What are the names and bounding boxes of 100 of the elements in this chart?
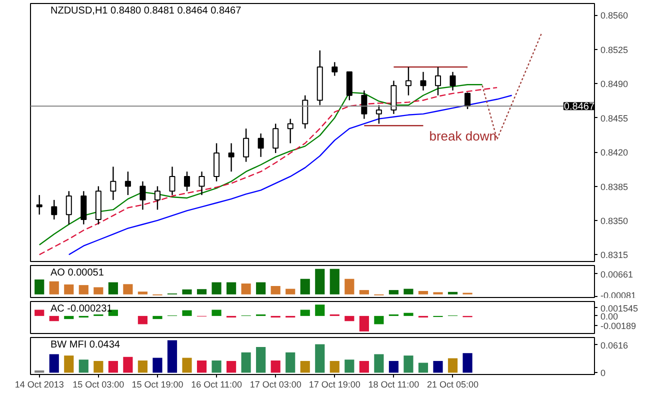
bar — [182, 310, 192, 316]
series-label: break down — [429, 128, 496, 144]
bar — [226, 360, 236, 373]
bar — [374, 354, 384, 373]
bar — [152, 358, 162, 373]
bar — [78, 360, 88, 373]
bar — [94, 360, 104, 373]
bar — [94, 287, 104, 294]
y-tick-label: 0.8560 — [600, 10, 628, 21]
bar — [182, 358, 192, 373]
bar — [241, 284, 251, 294]
ref-line-label: 0.8467 — [564, 102, 595, 113]
bar — [64, 356, 74, 373]
y-tick-label: 0 — [600, 368, 606, 378]
bar — [315, 304, 325, 316]
candlestick — [434, 66, 442, 96]
y-tick-label: -0.00189 — [600, 321, 636, 332]
bar — [388, 290, 399, 294]
candlestick — [450, 71, 456, 92]
chart-title: AO 0.00051 — [50, 268, 104, 278]
bar — [256, 282, 266, 294]
bar — [462, 353, 472, 373]
x-tick-label: 15 Oct 03:00 — [72, 380, 124, 390]
bar — [300, 310, 310, 316]
bar — [300, 360, 310, 373]
bar — [34, 310, 44, 316]
bar — [64, 284, 74, 294]
bar — [138, 360, 148, 373]
candlestick — [110, 166, 116, 201]
bar — [286, 352, 296, 373]
bar — [49, 281, 59, 294]
bar — [433, 360, 443, 373]
bar — [330, 268, 340, 294]
x-tick-label: 18 Oct 11:00 — [368, 380, 420, 390]
bar — [64, 316, 74, 320]
bar — [404, 356, 414, 373]
bar — [315, 268, 325, 294]
y-tick-label: 0.00661 — [600, 269, 634, 280]
candlestick — [214, 142, 220, 182]
bar — [138, 316, 148, 324]
candlestick — [258, 132, 264, 158]
bar — [359, 290, 369, 294]
bar — [241, 352, 251, 373]
bar — [256, 346, 266, 373]
x-tick-label: 17 Oct 19:00 — [308, 380, 360, 390]
bar — [212, 360, 222, 373]
candlestick — [346, 71, 352, 101]
bar — [226, 282, 236, 294]
bar — [344, 278, 354, 294]
bar — [196, 289, 207, 294]
bar — [270, 360, 280, 373]
candlestick — [169, 166, 176, 196]
bar — [270, 286, 280, 294]
candlestick — [361, 90, 368, 120]
candlestick — [302, 94, 308, 130]
y-tick-label: 0.8420 — [600, 148, 628, 158]
bar — [212, 282, 222, 294]
chart-title: BW MFI 0.0434 — [50, 340, 120, 350]
bar — [167, 340, 178, 373]
bar — [418, 290, 428, 294]
bar — [359, 316, 369, 332]
bar — [108, 360, 118, 373]
bar — [182, 289, 192, 294]
y-tick-label: 0.00 — [600, 311, 618, 322]
x-tick-label: 14 Oct 2013 — [14, 380, 64, 390]
bar — [344, 316, 354, 322]
bar — [404, 288, 414, 294]
candlestick — [51, 199, 58, 220]
bar — [286, 288, 296, 294]
bar — [404, 312, 414, 316]
y-tick-label: 0.8315 — [600, 250, 628, 260]
bar — [78, 285, 88, 294]
bar — [49, 354, 59, 373]
bar — [123, 356, 133, 373]
bar — [344, 360, 354, 373]
bar — [108, 282, 118, 294]
y-tick-label: 0.8350 — [600, 216, 628, 226]
candlestick — [124, 170, 131, 196]
candlestick — [140, 180, 146, 210]
bar — [300, 278, 310, 294]
bar — [388, 360, 399, 373]
chart-title: NZDUSD,H1 0.8480 0.8481 0.8464 0.8467 — [50, 6, 242, 16]
bar — [49, 316, 59, 322]
bar — [196, 360, 207, 373]
x-tick-label: 21 Oct 05:00 — [426, 380, 479, 390]
bar — [448, 358, 458, 373]
bar — [330, 360, 340, 373]
candlestick — [420, 71, 426, 92]
bar — [212, 310, 222, 316]
candlestick — [376, 104, 382, 124]
y-tick-label: 0.001545 — [600, 303, 638, 314]
candlestick — [36, 194, 42, 216]
bar — [448, 292, 458, 294]
candlestick — [272, 123, 279, 154]
candlestick — [184, 170, 190, 192]
y-tick-label: 0.8490 — [600, 79, 628, 90]
candlestick — [243, 128, 250, 162]
x-tick-label: 17 Oct 03:00 — [250, 380, 302, 390]
bar — [152, 316, 162, 320]
candlestick — [66, 190, 72, 225]
